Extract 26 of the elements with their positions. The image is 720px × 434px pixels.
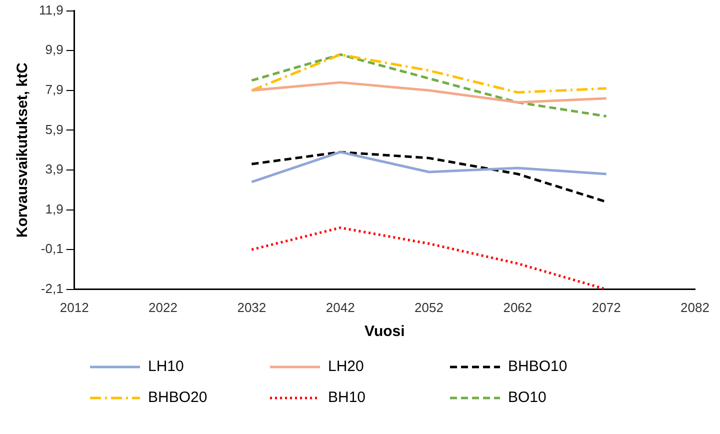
line-series [250,53,608,94]
x-tick-label: 2012 [60,300,89,315]
legend-label: BH10 [328,389,366,406]
x-tick-label: 2072 [592,300,621,315]
y-tick-label: 9,9 [45,42,64,58]
legend-label: LH20 [328,358,364,375]
legend-label: LH10 [148,358,184,375]
x-tick-label: 2082 [680,300,710,315]
legend-label: BHBO20 [148,389,208,406]
legend-label: BO10 [508,389,546,406]
x-tick-label: 2042 [326,300,355,315]
x-tick-label: 2032 [237,300,266,315]
x-axis-title: Vuosi [364,323,405,340]
legend-label: BHBO10 [508,358,568,375]
y-tick-label: -0,1 [40,241,64,256]
y-tick-label: 3,9 [45,162,64,177]
x-tick-label: 2022 [148,300,178,315]
y-axis-title: Korvausvaikutukset, ktC [14,62,32,238]
y-tick-label: -2,1 [40,280,64,296]
y-tick-label: 11,9 [38,2,64,18]
x-tick-label: 2052 [414,300,444,315]
line-series [250,53,608,118]
y-tick-label: 5,9 [45,122,64,137]
x-tick-label: 2062 [503,300,532,315]
y-tick-label: 1,9 [45,201,64,216]
y-tick-label: 7,9 [45,82,64,97]
